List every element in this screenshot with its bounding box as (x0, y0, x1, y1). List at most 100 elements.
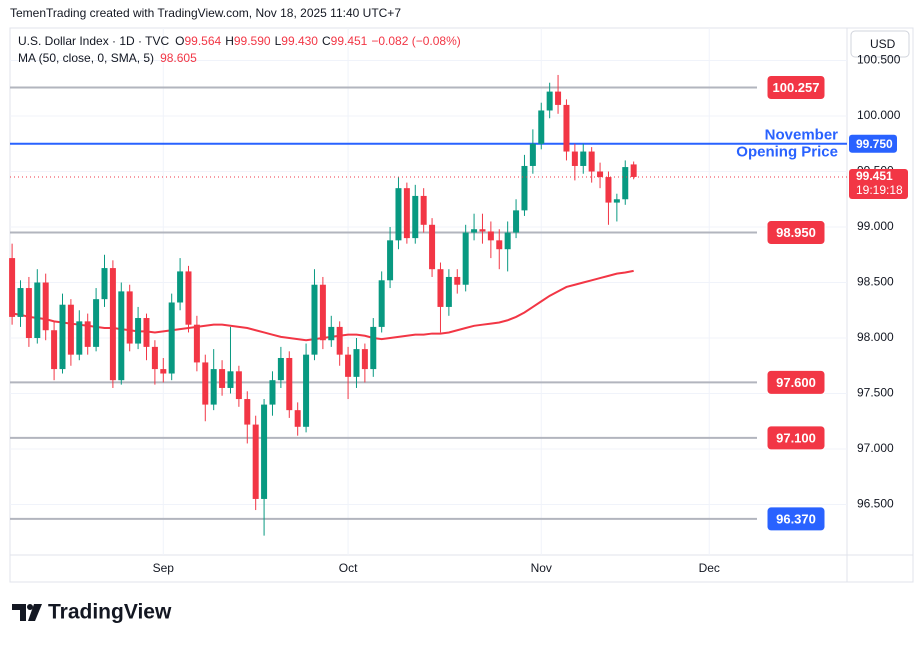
candle-body (412, 195, 419, 239)
candle-body (42, 282, 49, 331)
y-tick-label: 96.500 (857, 497, 894, 511)
ohlc-value: 99.564 (185, 34, 222, 48)
level-label-box (766, 369, 826, 395)
candle-body (336, 326, 343, 355)
candle-body (269, 380, 276, 405)
ohlc-value: 99.590 (234, 34, 271, 48)
candle-body (387, 240, 394, 281)
candle-body (496, 240, 503, 250)
candle-body (605, 177, 612, 203)
brand: TradingView (48, 601, 172, 624)
candle-body (487, 231, 494, 241)
candle-body (294, 410, 301, 427)
candle-body (454, 276, 461, 285)
level-label: 96.370 (776, 511, 816, 526)
chart-frame (9, 27, 914, 583)
candle-body (588, 151, 595, 172)
logo: TradingView (12, 601, 172, 624)
candle-body (118, 291, 125, 381)
logo-icon (28, 604, 42, 621)
currency-label[interactable]: USD (870, 37, 896, 51)
ohlc-value: 99.451 (331, 34, 368, 48)
candle-body (51, 330, 58, 370)
candle-body (529, 143, 536, 166)
ohlc-key: O (175, 34, 184, 48)
candle-body (303, 354, 310, 427)
candle-body (370, 326, 377, 370)
candle-body (67, 304, 74, 355)
ohlc-key: H (225, 34, 234, 48)
candle-body (555, 91, 562, 105)
candle-body (513, 210, 520, 233)
candle-body (580, 151, 587, 166)
candle-body (227, 371, 234, 388)
candle-body (9, 258, 16, 317)
candle-body (93, 299, 100, 347)
level-label: 100.257 (773, 80, 820, 95)
candle-body (101, 268, 108, 300)
candle-body (235, 371, 242, 400)
candle-body (109, 268, 116, 381)
candle-body (546, 91, 553, 111)
candle-body (571, 151, 578, 166)
candle-body (143, 318, 150, 347)
x-tick-label: Dec (699, 561, 720, 575)
candle-body (429, 224, 436, 270)
candle-body (319, 284, 326, 341)
candle-body (462, 232, 469, 285)
opening-price-box (849, 134, 897, 153)
candle-body (353, 349, 360, 377)
candle-body (311, 284, 318, 355)
candle-body (479, 229, 486, 232)
ohlc-value: 99.430 (281, 34, 318, 48)
candle-body (630, 164, 637, 177)
y-tick-label: 97.500 (857, 386, 894, 400)
opening-price-label: 99.750 (856, 137, 893, 151)
symbol: U.S. Dollar Index · 1D · TVC (18, 34, 169, 48)
x-tick-label: Nov (531, 561, 552, 575)
attribution: TemenTrading created with TradingView.co… (10, 6, 401, 20)
candle-body (563, 104, 570, 152)
annotation: Opening Price (736, 144, 838, 161)
candle-body (193, 324, 200, 363)
candle-body (252, 424, 259, 499)
candle-body (437, 269, 444, 307)
x-tick-label: Sep (153, 561, 175, 575)
y-tick-label: 100.000 (857, 108, 901, 122)
ohlc-key: C (322, 34, 331, 48)
level-label-box (766, 506, 826, 532)
currency-button[interactable] (850, 30, 910, 58)
candle-body (445, 276, 452, 307)
candle-body (622, 167, 629, 200)
candle-body (597, 171, 604, 178)
candle-body (135, 318, 142, 344)
candle-body (59, 304, 66, 370)
candle-body (25, 288, 32, 339)
candle-body (420, 195, 427, 225)
indicator-legend: MA (50, close, 0, SMA, 5) 98.605 (18, 51, 197, 65)
level-label-box (766, 74, 826, 100)
candle-body (219, 369, 226, 388)
change: −0.082 (−0.08%) (371, 34, 460, 48)
candle-body (471, 229, 478, 233)
candle-body (277, 357, 284, 381)
y-tick-label: 99.000 (857, 219, 894, 233)
logo-icon (27, 604, 33, 610)
level-label: 97.600 (776, 375, 816, 390)
y-tick-label: 100.500 (857, 53, 901, 67)
candle-body (185, 271, 192, 325)
candle-body (151, 346, 158, 370)
candle-body (76, 321, 83, 355)
candle-body (345, 354, 352, 377)
y-tick-label: 98.000 (857, 330, 894, 344)
candle-body (613, 199, 620, 203)
candle-body (160, 369, 167, 374)
countdown: 19:19:18 (856, 183, 903, 197)
y-tick-label: 98.500 (857, 275, 894, 289)
x-tick-label: Oct (339, 561, 358, 575)
legend-line: U.S. Dollar Index · 1D · TVC O99.564 H99.5… (18, 34, 461, 48)
candle-body (286, 357, 293, 411)
candle-body (261, 404, 268, 499)
candle-body (34, 282, 41, 339)
